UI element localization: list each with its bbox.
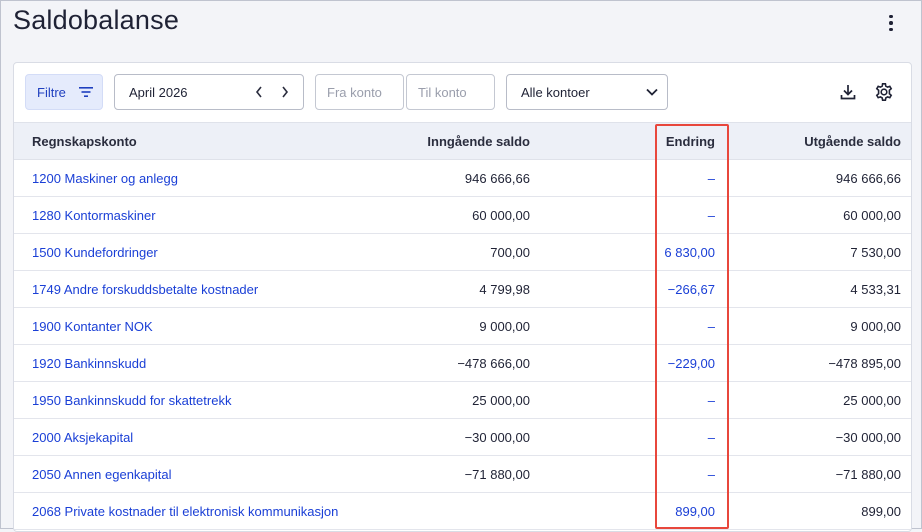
accounts-select-value: Alle kontoer <box>521 84 590 100</box>
table-row: 2000 Aksjekapital −30 000,00 – −30 000,0… <box>14 419 911 456</box>
closing-balance-cell: 60 000,00 <box>843 207 901 223</box>
closing-balance-cell: 25 000,00 <box>843 392 901 408</box>
settings-gear-icon[interactable] <box>873 81 895 103</box>
account-link[interactable]: 1900 Kontanter NOK <box>32 318 153 334</box>
change-link[interactable]: – <box>707 429 715 445</box>
closing-balance-cell: 7 530,00 <box>850 244 901 260</box>
more-options-icon[interactable] <box>881 13 901 33</box>
change-link[interactable]: −229,00 <box>667 355 715 371</box>
table-row: 2068 Private kostnader til elektronisk k… <box>14 493 911 530</box>
change-link[interactable]: – <box>707 392 715 408</box>
column-header-opening-balance[interactable]: Inngående saldo <box>427 133 530 149</box>
accounts-select[interactable]: Alle kontoer <box>506 74 668 110</box>
table-body: 1200 Maskiner og anlegg 946 666,66 – 946… <box>14 160 911 530</box>
account-link[interactable]: 1749 Andre forskuddsbetalte kostnader <box>32 281 259 297</box>
column-header-closing-balance[interactable]: Utgående saldo <box>804 133 901 149</box>
table-row: 1500 Kundefordringer 700,00 6 830,00 7 5… <box>14 234 911 271</box>
table-row: 1200 Maskiner og anlegg 946 666,66 – 946… <box>14 160 911 197</box>
closing-balance-cell: 899,00 <box>861 503 901 519</box>
change-link[interactable]: – <box>707 170 715 186</box>
table-row: 1950 Bankinnskudd for skattetrekk 25 000… <box>14 382 911 419</box>
period-selector: April 2026 <box>114 74 304 110</box>
to-account-input[interactable] <box>406 74 495 110</box>
change-link[interactable]: – <box>707 466 715 482</box>
account-link[interactable]: 1200 Maskiner og anlegg <box>32 170 178 186</box>
change-link[interactable]: – <box>707 318 715 334</box>
filter-button[interactable]: Filtre <box>25 74 103 110</box>
change-link[interactable]: 6 830,00 <box>664 244 715 260</box>
account-link[interactable]: 1280 Kontormaskiner <box>32 207 156 223</box>
opening-balance-cell: 4 799,98 <box>479 281 530 297</box>
opening-balance-cell: 946 666,66 <box>464 170 530 186</box>
table-header: Regnskapskonto Inngående saldo Endring U… <box>14 122 911 160</box>
account-link[interactable]: 1500 Kundefordringer <box>32 244 158 260</box>
table-row: 1900 Kontanter NOK 9 000,00 – 9 000,00 <box>14 308 911 345</box>
chevron-right-icon[interactable] <box>272 75 298 109</box>
closing-balance-cell: 9 000,00 <box>850 318 901 334</box>
table-row: 2050 Annen egenkapital −71 880,00 – −71 … <box>14 456 911 493</box>
filter-button-label: Filtre <box>37 84 66 100</box>
change-link[interactable]: – <box>707 207 715 223</box>
closing-balance-cell: −478 895,00 <box>828 355 901 371</box>
download-icon[interactable] <box>837 81 859 103</box>
page-title: Saldobalanse <box>13 5 180 35</box>
opening-balance-cell: −478 666,00 <box>457 355 530 371</box>
chevron-left-icon[interactable] <box>246 75 272 109</box>
filter-icon <box>78 87 93 97</box>
closing-balance-cell: −71 880,00 <box>835 466 901 482</box>
table-row: 1920 Bankinnskudd −478 666,00 −229,00 −4… <box>14 345 911 382</box>
balance-card: Filtre April 2026 Alle kontoer <box>13 62 912 532</box>
table-row: 1749 Andre forskuddsbetalte kostnader 4 … <box>14 271 911 308</box>
toolbar: Filtre April 2026 Alle kontoer <box>14 63 911 123</box>
opening-balance-cell: 9 000,00 <box>479 318 530 334</box>
closing-balance-cell: 946 666,66 <box>835 170 901 186</box>
account-link[interactable]: 1920 Bankinnskudd <box>32 355 147 371</box>
account-link[interactable]: 1950 Bankinnskudd for skattetrekk <box>32 392 232 408</box>
opening-balance-cell: 25 000,00 <box>472 392 530 408</box>
column-header-account[interactable]: Regnskapskonto <box>32 133 137 149</box>
account-link[interactable]: 2068 Private kostnader til elektronisk k… <box>32 503 339 519</box>
from-account-input[interactable] <box>315 74 404 110</box>
account-link[interactable]: 2050 Annen egenkapital <box>32 466 172 482</box>
chevron-down-icon <box>637 88 667 96</box>
period-label: April 2026 <box>129 84 188 100</box>
closing-balance-cell: 4 533,31 <box>850 281 901 297</box>
table-row: 1280 Kontormaskiner 60 000,00 – 60 000,0… <box>14 197 911 234</box>
closing-balance-cell: −30 000,00 <box>835 429 901 445</box>
opening-balance-cell: −71 880,00 <box>464 466 530 482</box>
change-link[interactable]: −266,67 <box>667 281 715 297</box>
opening-balance-cell: 700,00 <box>490 244 530 260</box>
change-link[interactable]: 899,00 <box>675 503 715 519</box>
opening-balance-cell: 60 000,00 <box>472 207 530 223</box>
opening-balance-cell: −30 000,00 <box>464 429 530 445</box>
column-header-change[interactable]: Endring <box>665 133 715 149</box>
account-link[interactable]: 2000 Aksjekapital <box>32 429 134 445</box>
